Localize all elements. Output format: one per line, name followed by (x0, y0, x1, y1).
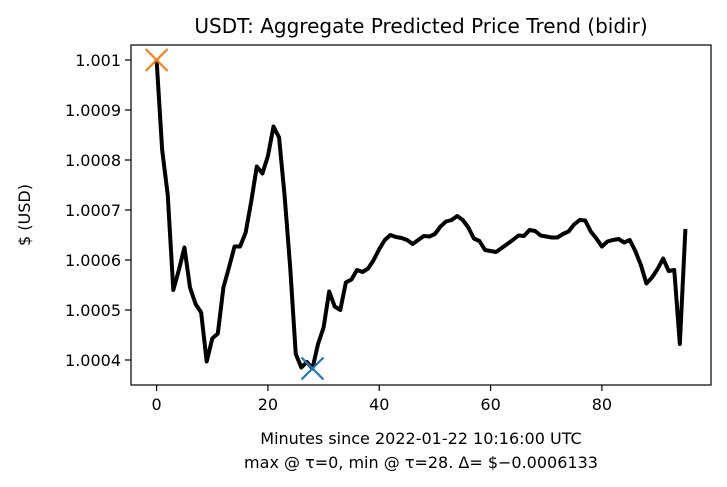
x-tick-label: 0 (152, 395, 162, 414)
x-tick-label: 80 (592, 395, 612, 414)
x-axis-label-line-1: Minutes since 2022-01-22 10:16:00 UTC (260, 429, 581, 448)
x-tick-label: 40 (369, 395, 389, 414)
y-tick-label: 1.0007 (65, 201, 121, 220)
plot-area (130, 44, 712, 386)
y-tick-label: 1.001 (75, 51, 121, 70)
y-axis-ticks: 1.0004 1.0005 1.0006 1.0007 1.0008 1.0009 1.00… (65, 51, 131, 370)
series-layer (154, 59, 688, 371)
y-axis-label: $ (USD) (15, 184, 34, 246)
plot-frame (130, 44, 712, 386)
x-marker-0 (144, 48, 169, 72)
x-axis-label-line-2: max @ τ=0, min @ τ=28. Δ= $−0.0006133 (244, 453, 598, 472)
y-tick-label: 1.0004 (65, 351, 121, 370)
y-tick-label: 1.0008 (65, 151, 121, 170)
marker-layer (144, 48, 325, 381)
chart-title: USDT: Aggregate Predicted Price Trend (b… (194, 14, 647, 38)
x-tick-label: 60 (480, 395, 500, 414)
x-marker-1 (300, 356, 325, 381)
x-axis-ticks: 0 20 40 60 80 (152, 385, 612, 414)
y-tick-label: 1.0009 (65, 101, 121, 120)
series-line-0 (154, 59, 688, 371)
x-tick-label: 20 (258, 395, 278, 414)
y-tick-label: 1.0006 (65, 251, 121, 270)
y-tick-label: 1.0005 (65, 301, 121, 320)
